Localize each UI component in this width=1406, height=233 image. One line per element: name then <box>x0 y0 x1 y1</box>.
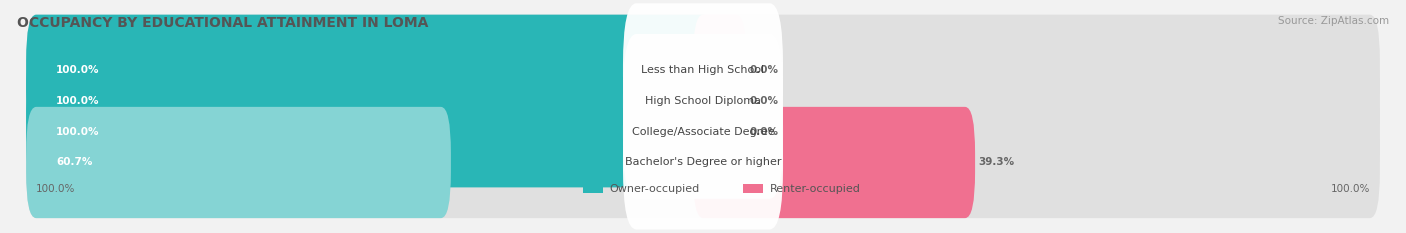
FancyBboxPatch shape <box>27 45 713 157</box>
Text: 0.0%: 0.0% <box>749 65 779 75</box>
Text: 100.0%: 100.0% <box>56 96 100 106</box>
Text: 100.0%: 100.0% <box>37 184 76 194</box>
Text: Owner-occupied: Owner-occupied <box>610 184 700 194</box>
FancyBboxPatch shape <box>623 65 783 199</box>
FancyBboxPatch shape <box>27 107 451 218</box>
FancyBboxPatch shape <box>693 15 747 126</box>
Text: 100.0%: 100.0% <box>56 127 100 137</box>
FancyBboxPatch shape <box>583 184 603 193</box>
FancyBboxPatch shape <box>623 96 783 230</box>
Text: Bachelor's Degree or higher: Bachelor's Degree or higher <box>624 158 782 168</box>
Text: High School Diploma: High School Diploma <box>645 96 761 106</box>
FancyBboxPatch shape <box>742 184 763 193</box>
Text: OCCUPANCY BY EDUCATIONAL ATTAINMENT IN LOMA: OCCUPANCY BY EDUCATIONAL ATTAINMENT IN L… <box>17 16 429 30</box>
Text: 100.0%: 100.0% <box>56 65 100 75</box>
Text: 0.0%: 0.0% <box>749 127 779 137</box>
FancyBboxPatch shape <box>27 45 1379 157</box>
Text: Renter-occupied: Renter-occupied <box>769 184 860 194</box>
FancyBboxPatch shape <box>27 76 1379 187</box>
FancyBboxPatch shape <box>27 15 713 126</box>
Text: 39.3%: 39.3% <box>979 158 1015 168</box>
Text: 0.0%: 0.0% <box>749 96 779 106</box>
FancyBboxPatch shape <box>693 107 976 218</box>
FancyBboxPatch shape <box>27 15 1379 126</box>
Text: 60.7%: 60.7% <box>56 158 93 168</box>
Text: 100.0%: 100.0% <box>1330 184 1369 194</box>
FancyBboxPatch shape <box>623 34 783 168</box>
Text: Source: ZipAtlas.com: Source: ZipAtlas.com <box>1278 16 1389 26</box>
FancyBboxPatch shape <box>693 45 747 157</box>
FancyBboxPatch shape <box>693 76 747 187</box>
FancyBboxPatch shape <box>27 76 713 187</box>
FancyBboxPatch shape <box>27 107 1379 218</box>
Text: Less than High School: Less than High School <box>641 65 765 75</box>
FancyBboxPatch shape <box>623 3 783 137</box>
Text: College/Associate Degree: College/Associate Degree <box>631 127 775 137</box>
